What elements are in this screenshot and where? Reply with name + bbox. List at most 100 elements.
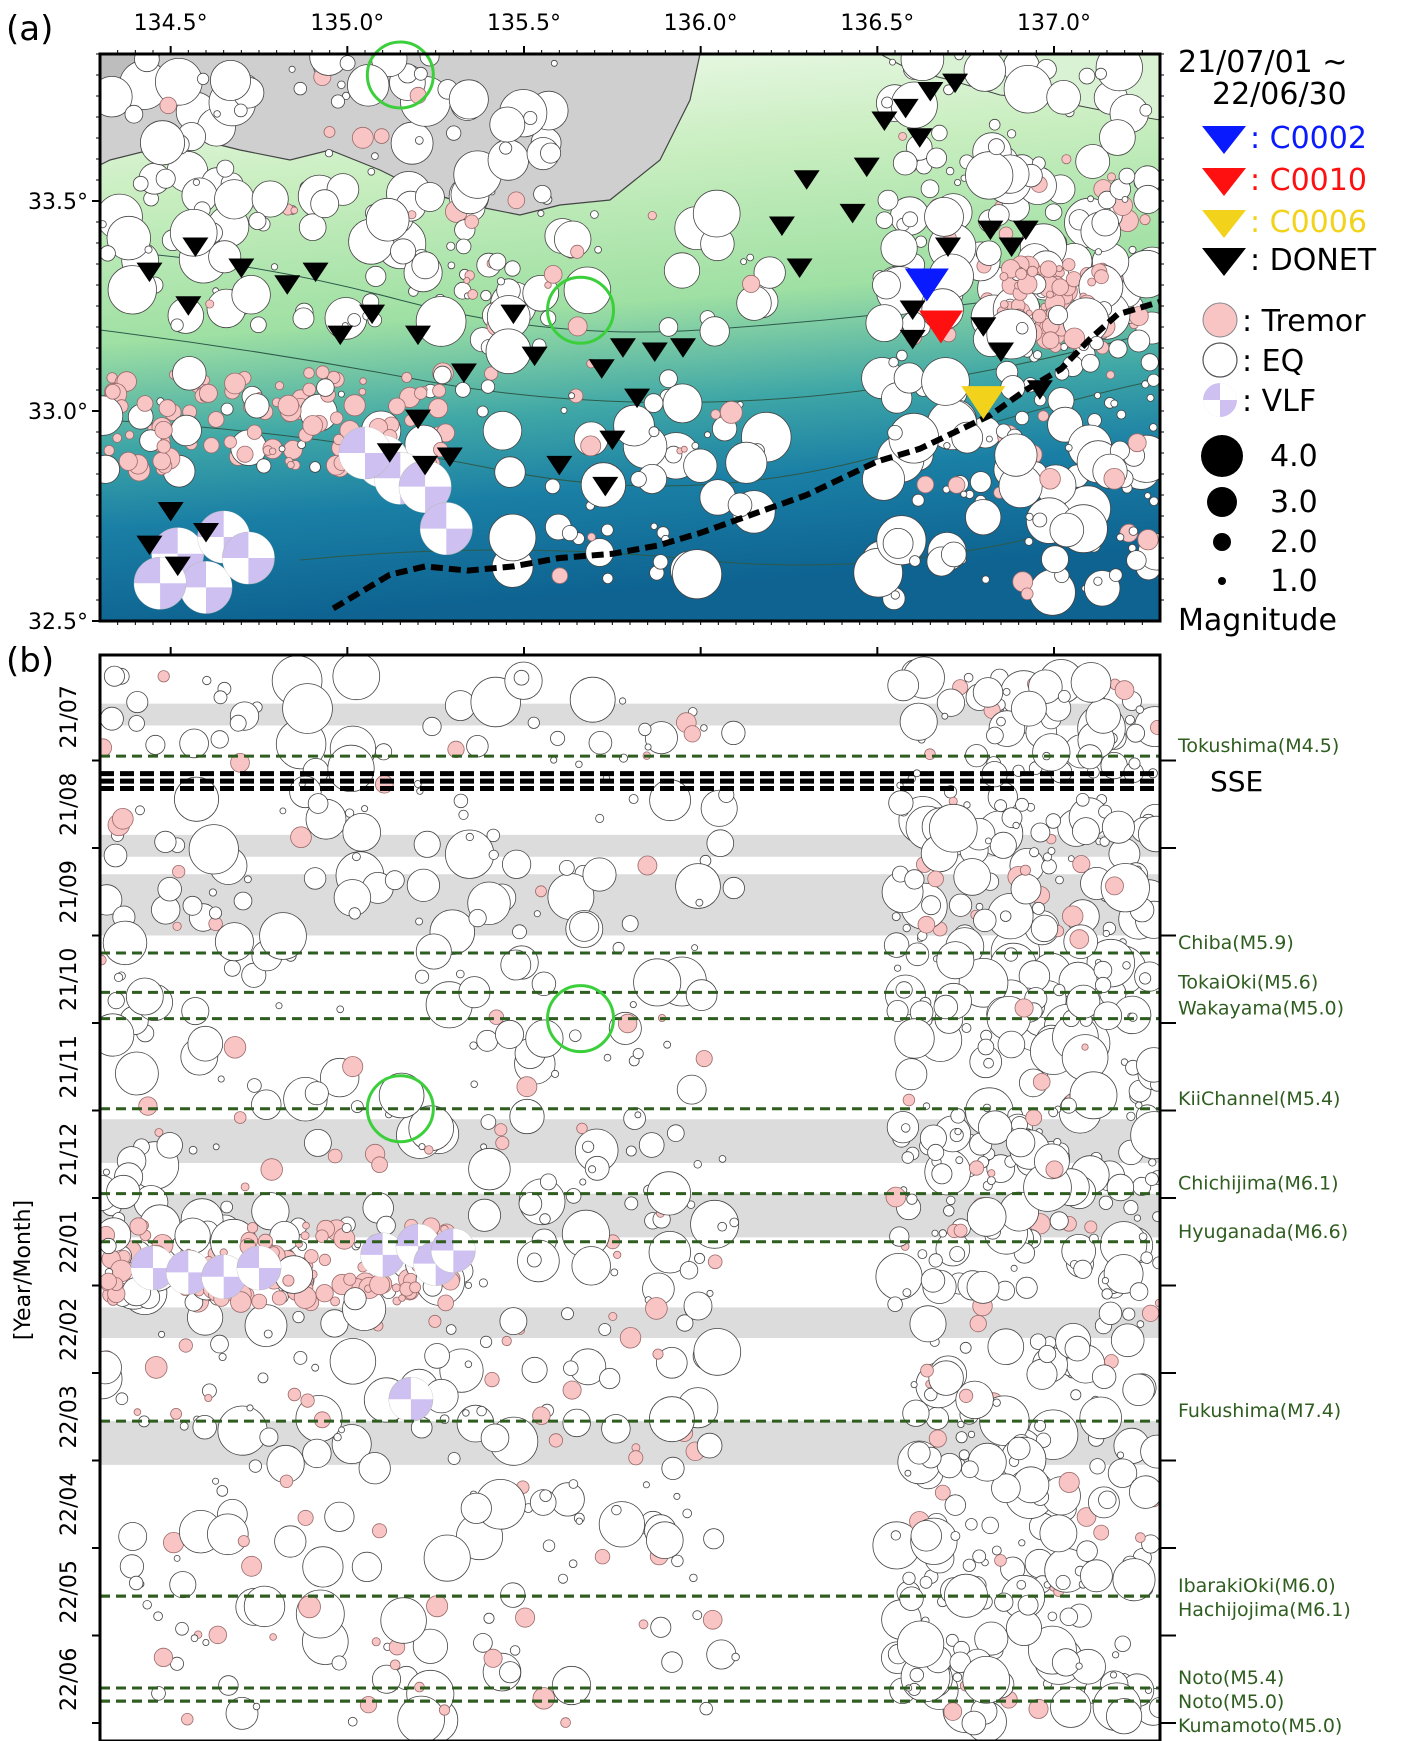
- map-eq-marker: [209, 60, 251, 102]
- panel-a-label: (a): [6, 9, 53, 49]
- map-eq-marker: [482, 411, 523, 451]
- timeline-eq-marker: [950, 1108, 966, 1124]
- timeline-eq-marker: [1029, 847, 1040, 858]
- timeline-eq-marker: [582, 857, 617, 892]
- map-eq-marker: [924, 196, 964, 237]
- donet-station-marker: [136, 535, 163, 556]
- map-eq-marker: [1078, 67, 1096, 85]
- month-label: 22/05: [57, 1560, 82, 1623]
- donet-station-marker: [521, 346, 548, 367]
- timeline-eq-marker: [957, 1420, 965, 1429]
- month-label: 22/03: [57, 1385, 82, 1448]
- timeline-tremor-marker: [282, 1274, 295, 1287]
- map-eq-marker: [155, 58, 203, 106]
- map-eq-marker: [976, 240, 1002, 266]
- map-eq-marker: [889, 58, 896, 66]
- timeline-eq-marker: [351, 852, 361, 862]
- donet-station-marker: [500, 304, 527, 325]
- map-eq-marker: [1095, 54, 1143, 92]
- timeline-eq-marker: [540, 1173, 557, 1191]
- timeline-eq-marker: [973, 908, 997, 933]
- timeline-eq-marker: [380, 1597, 427, 1644]
- nankai-trough-line: [331, 298, 1160, 611]
- map-tremor-marker: [1094, 269, 1109, 285]
- timeline-tremor-marker: [613, 1250, 622, 1260]
- timeline-tremor-marker: [389, 1659, 401, 1671]
- map-eq-marker: [1049, 512, 1085, 548]
- timeline-eq-marker: [476, 1029, 499, 1052]
- timeline-eq-marker: [1006, 1610, 1043, 1647]
- map-eq-marker: [446, 241, 456, 251]
- timeline-eq-marker: [967, 1430, 976, 1439]
- timeline-eq-marker: [210, 1334, 229, 1354]
- timeline-eq-marker: [464, 1360, 473, 1368]
- map-eq-marker: [888, 357, 899, 368]
- map-eq-marker: [1097, 190, 1117, 210]
- timeline-eq-marker: [347, 1716, 358, 1727]
- map-eq-marker: [893, 362, 925, 394]
- map-tremor-marker: [1063, 327, 1086, 350]
- map-eq-marker: [1110, 399, 1119, 408]
- timeline-eq-marker: [329, 1338, 377, 1385]
- timeline-eq-marker: [1101, 1288, 1113, 1300]
- timeline-eq-marker: [558, 860, 575, 876]
- legend-donet-label: : DONET: [1250, 243, 1377, 278]
- timeline-eq-marker: [179, 728, 209, 759]
- timeline-eq-marker: [889, 1226, 910, 1247]
- timeline-eq-marker: [521, 1356, 548, 1383]
- map-eq-marker: [981, 575, 990, 584]
- timeline-eq-marker: [464, 1281, 472, 1289]
- timeline-eq-marker: [494, 1019, 524, 1049]
- timeline-tremor-marker: [1061, 905, 1084, 927]
- timeline-eq-marker: [192, 1414, 217, 1440]
- map-eq-marker: [488, 252, 507, 271]
- timeline-eq-marker: [1015, 797, 1029, 812]
- timeline-tremor-marker: [617, 1013, 638, 1034]
- timeline-eq-marker: [351, 1551, 382, 1583]
- timeline-tremor-marker: [144, 1356, 168, 1379]
- map-eq-marker: [965, 151, 1014, 200]
- timeline-eq-marker: [568, 1479, 579, 1489]
- map-tremor-marker: [710, 409, 721, 420]
- timeline-eq-marker: [1136, 1047, 1160, 1083]
- map-tremor-marker: [428, 398, 449, 419]
- timeline-eq-marker: [479, 1335, 493, 1349]
- timeline-eq-marker: [188, 1145, 198, 1155]
- map-vlf-marker: [133, 556, 187, 610]
- map-highlight-circle: [365, 40, 435, 110]
- map-lon-tick-label: 136.5°: [840, 11, 914, 36]
- timeline-eq-marker: [327, 744, 375, 793]
- map-eq-marker: [1014, 410, 1030, 426]
- timeline-eq-marker: [638, 722, 652, 737]
- timeline-eq-marker: [466, 735, 489, 758]
- timeline-eq-marker: [100, 706, 124, 731]
- timeline-eq-marker: [415, 969, 430, 984]
- map-eq-marker: [683, 448, 718, 483]
- map-eq-marker: [365, 197, 410, 242]
- timeline-eq-marker: [644, 721, 678, 755]
- timeline-eq-marker: [342, 812, 382, 852]
- timeline-eq-marker: [1016, 1580, 1027, 1590]
- timeline-tremor-marker: [178, 1338, 193, 1353]
- event-label: Chichijima(M6.1): [1178, 1173, 1339, 1195]
- map-eq-marker: [476, 405, 489, 418]
- map-eq-marker: [1094, 248, 1103, 256]
- donet-station-marker: [412, 455, 439, 476]
- timeline-eq-marker: [650, 1616, 672, 1638]
- timeline-tremor-marker: [133, 1408, 142, 1416]
- timeline-eq-marker: [202, 1639, 210, 1647]
- legend-mag-1-label: 1.0: [1270, 564, 1318, 599]
- timeline-eq-marker: [1098, 1490, 1117, 1510]
- map-eq-marker: [560, 406, 568, 414]
- donet-station-marker: [164, 556, 191, 577]
- timeline-eq-marker: [718, 1155, 727, 1163]
- timeline-eq-marker: [1122, 961, 1131, 970]
- timeline-eq-marker: [422, 716, 442, 737]
- map-eq-marker: [1128, 526, 1139, 536]
- timeline-tremor-marker: [483, 1648, 503, 1668]
- timeline-eq-marker: [1079, 1396, 1122, 1440]
- map-eq-marker: [1016, 322, 1029, 335]
- timeline-eq-marker: [324, 1501, 355, 1532]
- timeline-tremor-marker: [638, 1619, 649, 1630]
- timeline-tremor-marker: [1081, 1043, 1089, 1051]
